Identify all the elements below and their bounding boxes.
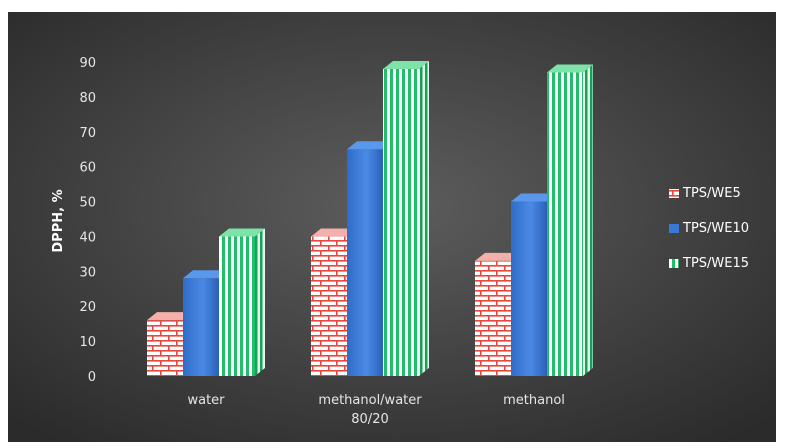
y-axis-ticks: 0 10 20 30 40 50 60 70 80 90 <box>79 56 96 385</box>
y-tick-label: 30 <box>79 265 96 280</box>
bar-top <box>383 60 429 69</box>
legend-item: TPS/WE15 <box>669 256 749 271</box>
y-tick-label: 90 <box>79 56 96 71</box>
legend-swatch <box>669 189 679 198</box>
category-label: methanol/water 80/20 <box>318 393 422 427</box>
bar-side <box>255 228 265 376</box>
bar-top <box>511 193 557 202</box>
bars <box>147 60 593 376</box>
y-tick-label: 0 <box>88 370 96 385</box>
bar-front <box>383 68 419 376</box>
y-tick-label: 50 <box>79 196 96 211</box>
bar-front <box>475 260 511 376</box>
bar-top <box>147 312 193 321</box>
category-labels: water methanol/water 80/20 methanol <box>187 393 564 427</box>
legend-item: TPS/WE5 <box>669 186 741 201</box>
bar-front <box>147 320 183 376</box>
bar-tps-we15-2 <box>547 64 593 376</box>
bar-front <box>511 201 547 376</box>
bar-top <box>219 228 265 237</box>
y-tick-label: 20 <box>79 300 96 315</box>
legend-label: TPS/WE5 <box>682 186 741 201</box>
legend-item: TPS/WE10 <box>669 221 749 236</box>
bar-tps-we5-0 <box>147 312 193 376</box>
bar-tps-we15-1 <box>383 60 429 376</box>
legend-swatch <box>669 224 679 233</box>
y-tick-label: 80 <box>79 91 96 106</box>
legend-label: TPS/WE10 <box>682 221 749 236</box>
bar-top <box>475 252 521 261</box>
legend-label: TPS/WE15 <box>682 256 749 271</box>
bar-top <box>347 141 393 150</box>
y-axis-label: DPPH, % <box>51 189 66 252</box>
bar-tps-we15-0 <box>219 228 265 376</box>
y-tick-label: 10 <box>79 335 96 350</box>
bar-front <box>183 278 219 376</box>
bar-front <box>311 236 347 376</box>
bar-side <box>583 64 593 376</box>
y-tick-label: 40 <box>79 230 96 245</box>
bar-front <box>219 236 255 376</box>
category-label: methanol <box>503 393 565 408</box>
category-label: water <box>187 393 225 408</box>
legend-swatch <box>669 259 679 268</box>
bar-side <box>419 60 429 376</box>
y-tick-label: 60 <box>79 161 96 176</box>
bar-front <box>547 72 583 376</box>
bar-top <box>547 64 593 73</box>
bar-top <box>183 270 229 279</box>
bar-top <box>311 228 357 237</box>
bar-front <box>347 149 383 376</box>
y-tick-label: 70 <box>79 126 96 141</box>
legend: TPS/WE5 TPS/WE10 TPS/WE15 <box>669 186 749 271</box>
